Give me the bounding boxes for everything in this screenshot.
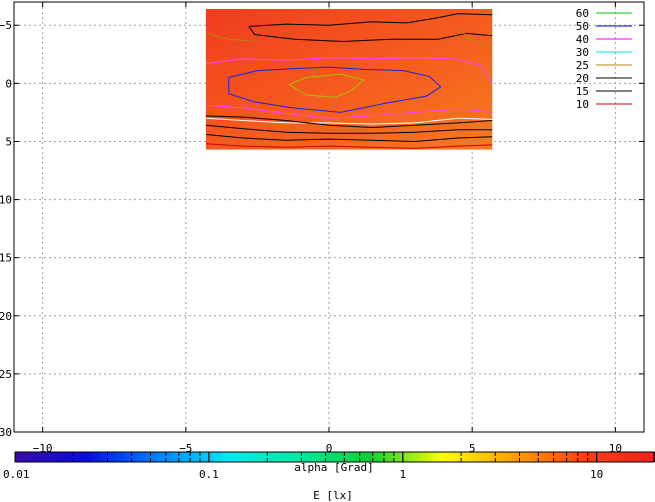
colorbar-tick-label: 0.01 [3, 468, 30, 481]
contours [205, 13, 493, 149]
contour-line-10 [205, 143, 493, 149]
legend-label: 20 [576, 72, 589, 85]
y-tick-label: −5 [0, 19, 12, 32]
colorbar-tick-label: 10 [590, 468, 603, 481]
x-tick-label: 5 [469, 442, 476, 455]
contour-line-20 [248, 13, 493, 27]
heatmap [205, 8, 493, 150]
contour-line-20b [248, 26, 493, 43]
contour-line-25 [205, 32, 258, 42]
colorbar: 0.01 0.1 1 10 alpha [Grad] E [lx] [3, 451, 655, 502]
colorbar-fill [15, 452, 655, 462]
y-tick-label: 5 [5, 135, 12, 148]
contour-line-60 [288, 73, 365, 98]
legend-label: 60 [576, 7, 589, 20]
legend-label: 10 [576, 98, 589, 111]
x-axis-label: alpha [Grad] [294, 461, 373, 474]
legend-label: 50 [576, 20, 589, 33]
contour-line-15 [205, 134, 493, 143]
colorbar-frame [14, 451, 655, 463]
y-tick-label: 0 [5, 77, 12, 90]
legend-label: 25 [576, 59, 589, 72]
contour-line-50 [228, 66, 442, 113]
colorbar-tick-label: 1 [399, 468, 406, 481]
colorbar-ticks: 0.01 0.1 1 10 [3, 451, 655, 481]
legend-label: 30 [576, 46, 589, 59]
contour-line-25b [457, 29, 493, 49]
legend-label: 15 [576, 85, 589, 98]
contour-line-30 [205, 117, 493, 125]
contour-line-40 [205, 57, 493, 84]
contour-line-40b [205, 104, 493, 119]
contour-line-15b [205, 124, 493, 134]
legend-label: 40 [576, 33, 589, 46]
y-tick-label: 20 [0, 310, 12, 323]
y-tick-label: 15 [0, 252, 12, 265]
x-tick-label: 0 [326, 442, 333, 455]
y-tick-label: 30 [0, 426, 12, 439]
contour-line-20c [205, 115, 493, 129]
colorbar-tick-label: 0.1 [199, 468, 219, 481]
y-tick-label: 25 [0, 368, 12, 381]
heatmap-field [205, 8, 493, 150]
y-tick-label: 10 [0, 194, 12, 207]
colorbar-label: E [lx] [313, 489, 353, 502]
